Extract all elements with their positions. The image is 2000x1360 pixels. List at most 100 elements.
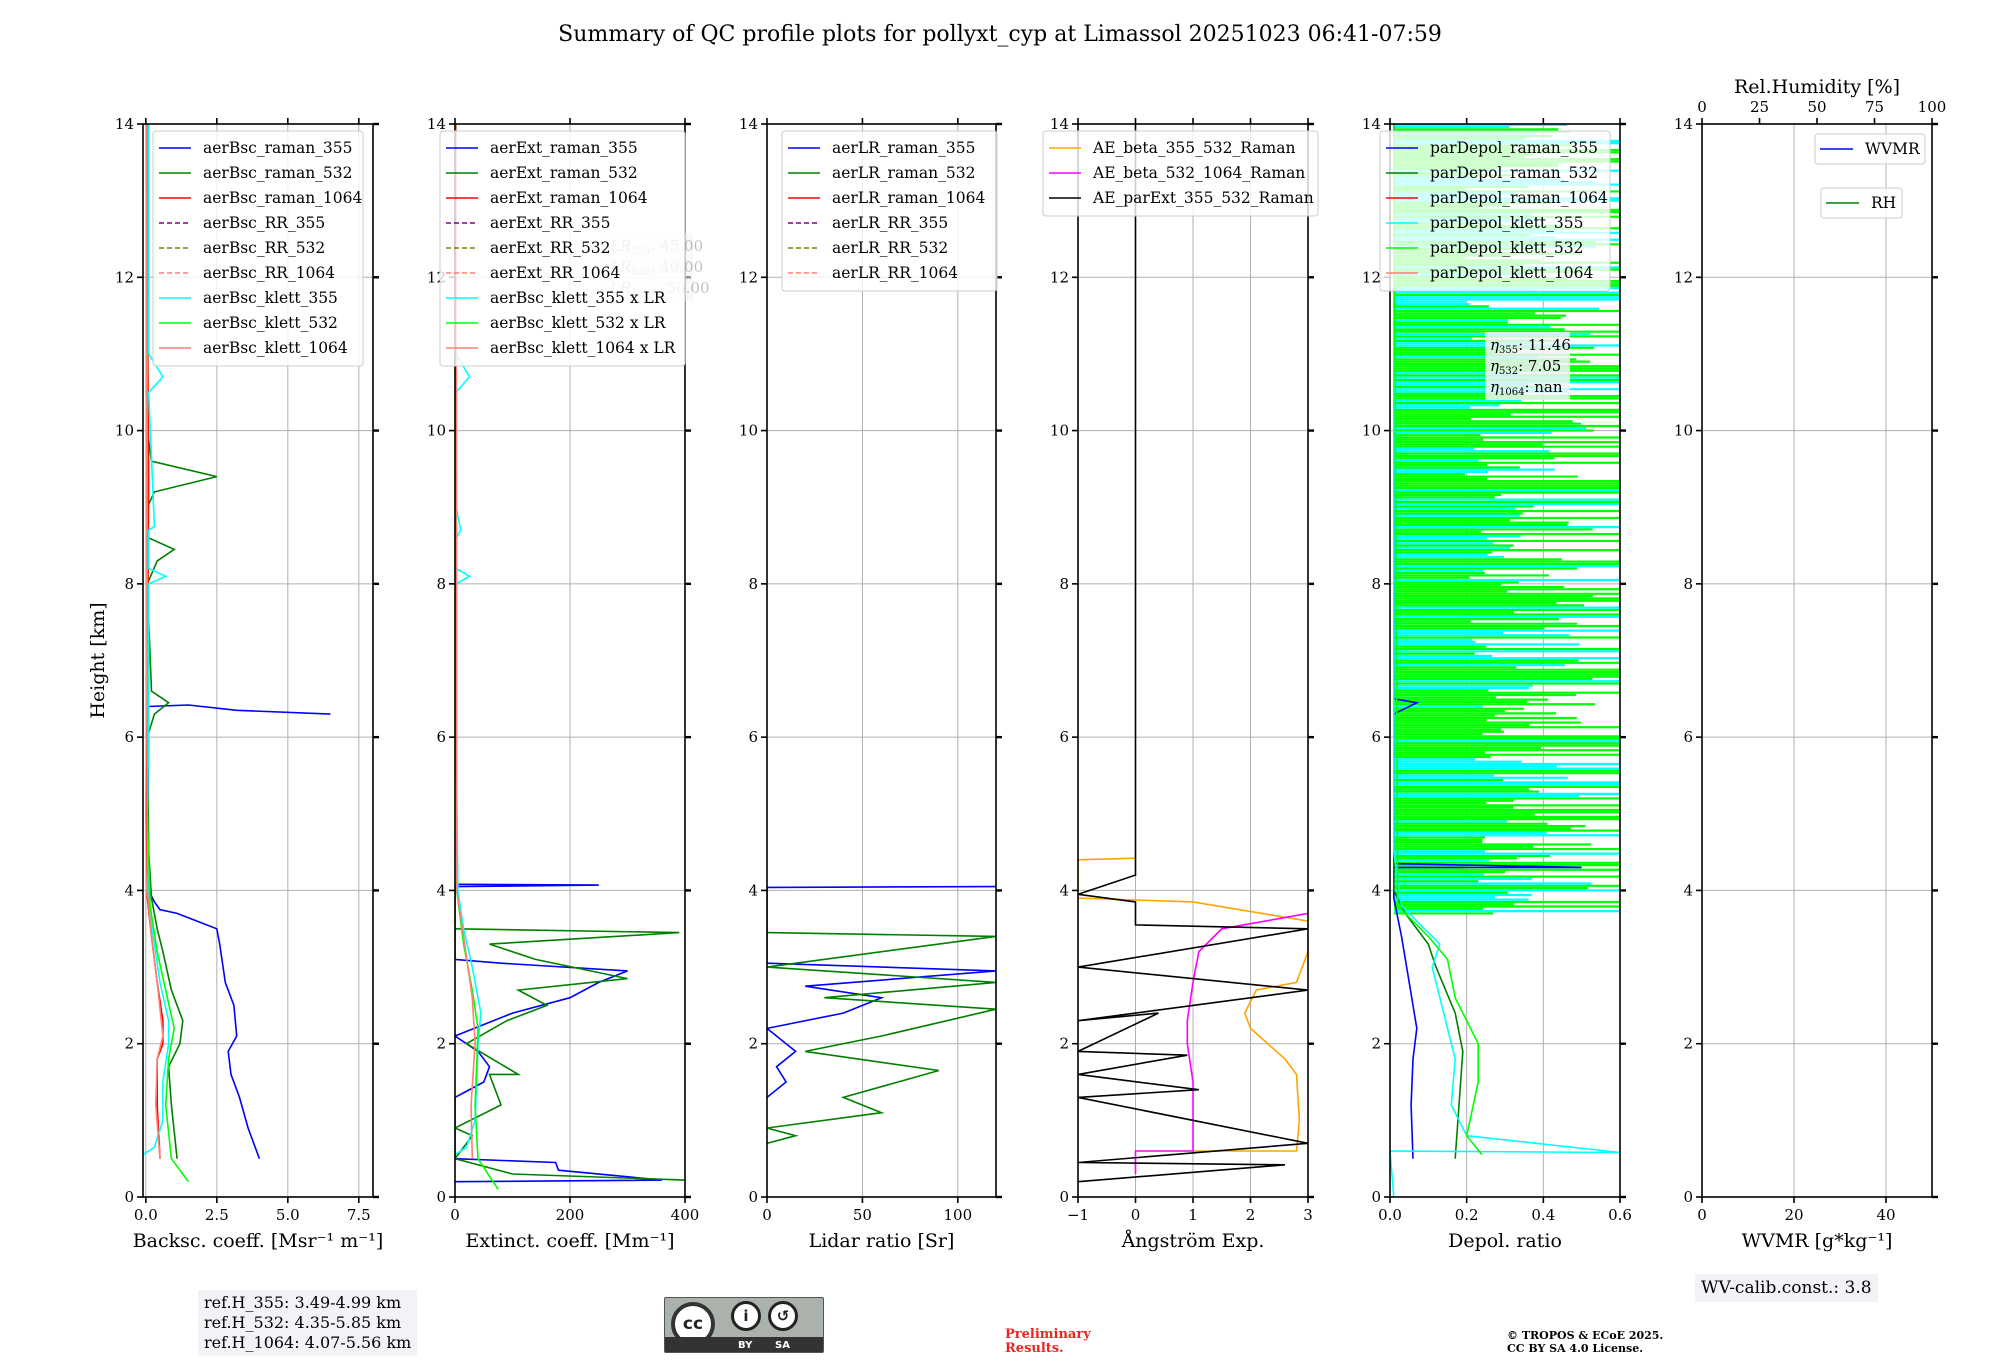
y-tick-label: 4: [748, 881, 758, 899]
y-tick-label: 14: [1362, 115, 1381, 133]
y-tick-label: 8: [1059, 575, 1069, 593]
legend-label: aerBsc_klett_1064 x LR: [490, 339, 677, 357]
figure-title: Summary of QC profile plots for pollyxt_…: [558, 22, 1442, 47]
annotation-text: η355: 11.46: [1490, 336, 1571, 356]
y-tick-label: 14: [739, 115, 758, 133]
legend-label: aerBsc_raman_355: [203, 139, 353, 157]
x-axis-label: Backsc. coeff. [Msr⁻¹ m⁻¹]: [133, 1230, 384, 1252]
legend-label: aerBsc_RR_532: [203, 239, 325, 257]
y-tick-label: 0: [1371, 1188, 1381, 1206]
legend-label: AE_parExt_355_532_Raman: [1092, 189, 1314, 207]
legend-label: aerExt_RR_532: [490, 239, 611, 257]
x-tick-label: 50: [853, 1206, 872, 1224]
y-tick-label: 10: [1362, 422, 1381, 440]
series-aerbsc-raman-532: [146, 430, 217, 1159]
y-tick-label: 6: [436, 728, 446, 746]
legend-label: parDepol_klett_355: [1430, 214, 1583, 232]
legend-wvmr: WVMR: [1814, 133, 1926, 165]
series-ae-parext-355-532-raman: [1078, 124, 1308, 1183]
legend-label: AE_beta_355_532_Raman: [1092, 139, 1295, 157]
legend-label: aerLR_RR_532: [832, 239, 948, 257]
y-tick-label: 4: [124, 881, 134, 899]
y-tick-label: 6: [1683, 728, 1693, 746]
x-axis-label: Ångström Exp.: [1121, 1230, 1265, 1252]
y-tick-label: 8: [1683, 575, 1693, 593]
legend-label: aerLR_raman_355: [832, 139, 975, 157]
series-aerbsc-raman-355: [146, 704, 331, 1159]
annotation-box: [1485, 332, 1570, 400]
y-tick-label: 0: [124, 1188, 134, 1206]
legend-label: aerBsc_RR_355: [203, 214, 325, 232]
x-tick-label: 3: [1303, 1206, 1313, 1224]
x-tick-label: 200: [556, 1206, 585, 1224]
y-tick-label: 12: [739, 268, 758, 286]
refh-355: ref.H_355: 3.49-4.99 km: [204, 1293, 402, 1312]
legend-label: aerBsc_raman_532: [203, 164, 353, 182]
y-tick-label: 0: [748, 1188, 758, 1206]
legend-label: RH: [1871, 194, 1896, 212]
wv-calibration-box: WV-calib.const.: 3.8: [1695, 1274, 1878, 1302]
y-tick-label: 4: [1059, 881, 1069, 899]
legend-label: parDepol_klett_1064: [1430, 264, 1593, 282]
legend-label: aerLR_raman_532: [832, 164, 975, 182]
logo-band: [665, 1337, 823, 1352]
legend-label: parDepol_raman_1064: [1430, 189, 1608, 207]
y-tick-label: 8: [748, 575, 758, 593]
series-ae-beta-532-1064-raman: [1134, 912, 1308, 1174]
y-tick-label: 14: [427, 115, 446, 133]
series-aerext-raman-532: [455, 928, 685, 1181]
y-tick-label: 10: [739, 422, 758, 440]
legend-label: aerBsc_klett_355: [203, 289, 338, 307]
y-tick-label: 0: [1059, 1188, 1069, 1206]
preliminary-line-2: Results.: [1005, 1341, 1064, 1356]
x-tick-label: 20: [1784, 1206, 1803, 1224]
series-group: [143, 124, 331, 1183]
series-aerext-raman-355: [455, 883, 663, 1183]
series-pardepol-klett-532: [1393, 124, 1483, 1156]
axes-frame: [1389, 123, 1621, 1198]
legend: parDepol_raman_355 parDepol_raman_532 parD…: [1379, 130, 1611, 292]
series-pardepol-klett-355: [1390, 124, 1620, 1197]
x-tick-label: −1: [1067, 1206, 1089, 1224]
y-tick-label: 8: [436, 575, 446, 593]
legend-label: aerLR_RR_355: [832, 214, 948, 232]
y-tick-label: 6: [1059, 728, 1069, 746]
y-tick-label: 4: [436, 881, 446, 899]
y-tick-label: 8: [1371, 575, 1381, 593]
x-axis-label: WVMR [g*kg⁻¹]: [1742, 1230, 1893, 1252]
top-x-tick-label: 50: [1807, 98, 1826, 116]
y-tick-label: 6: [748, 728, 758, 746]
y-tick-label: 12: [115, 268, 134, 286]
y-tick-label: 12: [1362, 268, 1381, 286]
legend-frame: [152, 130, 364, 367]
legend-label: AE_beta_532_1064_Raman: [1092, 164, 1305, 182]
reference-height-box: ref.H_355: 3.49-4.99 km ref.H_532: 4.35-…: [198, 1290, 418, 1356]
legend-label: parDepol_klett_532: [1430, 239, 1583, 257]
legend-label: aerBsc_klett_355 x LR: [490, 289, 667, 307]
x-tick-label: 0.2: [1455, 1206, 1479, 1224]
legend: aerLR_raman_355 aerLR_raman_532 aerLR_rama…: [781, 130, 998, 292]
x-axis-label: Extinct. coeff. [Mm⁻¹]: [465, 1230, 674, 1252]
y-tick-label: 10: [427, 422, 446, 440]
y-tick-label: 4: [1683, 881, 1693, 899]
series-aerbsc-klett-1064-x-lr: [455, 124, 476, 1159]
legend: aerBsc_raman_355 aerBsc_raman_532 aerBsc_r…: [152, 130, 364, 367]
x-tick-label: 0.0: [1378, 1206, 1402, 1224]
refh-1064: ref.H_1064: 4.07-5.56 km: [204, 1333, 412, 1352]
legend-label: aerExt_RR_1064: [490, 264, 621, 282]
x-tick-label: 0.6: [1608, 1206, 1632, 1224]
legend-label: aerLR_RR_1064: [832, 264, 958, 282]
y-tick-label: 14: [115, 115, 134, 133]
x-tick-label: 0: [1131, 1206, 1141, 1224]
legend-label: aerExt_raman_532: [490, 164, 638, 182]
x-tick-label: 0.4: [1531, 1206, 1555, 1224]
copyright-line-2: CC BY SA 4.0 License.: [1507, 1342, 1644, 1355]
series-group: [1078, 124, 1308, 1183]
legend: AE_beta_355_532_Raman AE_beta_532_1064_Ra…: [1042, 130, 1319, 217]
legend-frame: [781, 130, 998, 292]
x-tick-label: 400: [671, 1206, 700, 1224]
legend-label: aerBsc_klett_1064: [203, 339, 348, 357]
axes-frame: [766, 123, 997, 1198]
